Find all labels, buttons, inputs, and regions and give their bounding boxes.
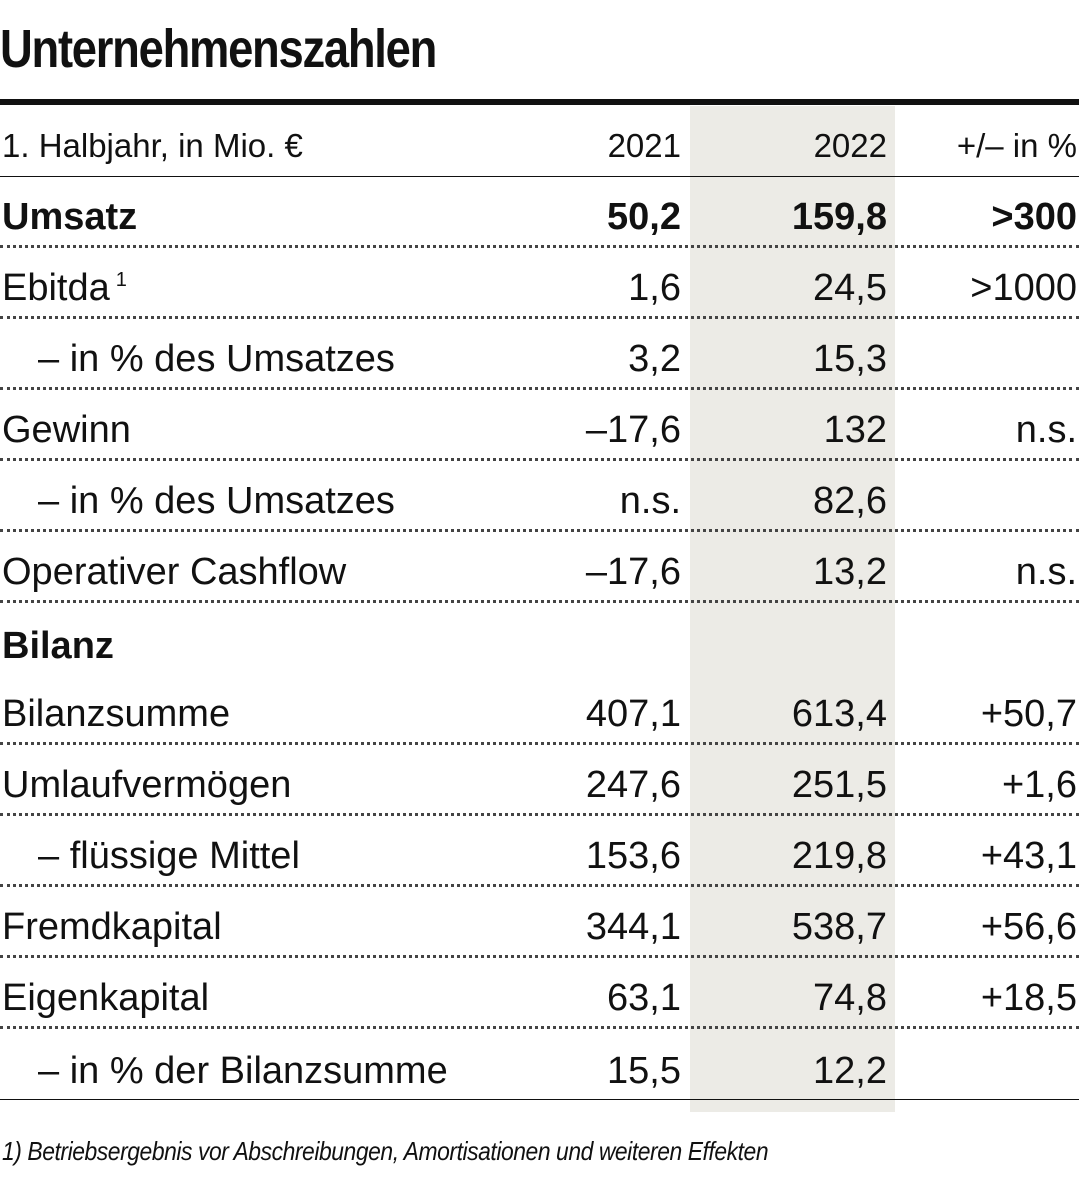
table-row: Umsatz 50,2 159,8 >300 bbox=[0, 177, 1079, 248]
header-label: 1. Halbjahr, in Mio. € bbox=[2, 127, 303, 164]
table-row: Bilanzsumme 407,1 613,4 +50,7 bbox=[0, 674, 1079, 745]
value-2021: 63,1 bbox=[607, 977, 681, 1019]
value-change: +56,6 bbox=[980, 906, 1077, 948]
value-2021: 1,6 bbox=[628, 267, 681, 309]
row-label: Bilanz bbox=[2, 625, 114, 667]
value-2022: 15,3 bbox=[813, 338, 887, 380]
value-2021: –17,6 bbox=[585, 551, 681, 593]
table-row: – in % der Bilanzsumme 15,5 12,2 bbox=[0, 1029, 1079, 1100]
value-2021: 15,5 bbox=[607, 1050, 681, 1092]
table-row: – flüssige Mittel 153,6 219,8 +43,1 bbox=[0, 816, 1079, 887]
value-change: +43,1 bbox=[980, 835, 1077, 877]
table-row: Umlaufvermögen 247,6 251,5 +1,6 bbox=[0, 745, 1079, 816]
table-row: Eigenkapital 63,1 74,8 +18,5 bbox=[0, 958, 1079, 1029]
value-2021: 153,6 bbox=[585, 835, 681, 877]
value-2022: 613,4 bbox=[791, 693, 887, 735]
value-change: +18,5 bbox=[980, 977, 1077, 1019]
footnote-marker: 1 bbox=[115, 269, 127, 292]
value-change: +50,7 bbox=[980, 693, 1077, 735]
row-label: Bilanzsumme bbox=[2, 693, 231, 735]
row-label: Umsatz bbox=[2, 196, 138, 238]
value-change: >300 bbox=[991, 196, 1077, 238]
value-2022: 74,8 bbox=[813, 977, 887, 1019]
value-2021: 344,1 bbox=[585, 906, 681, 948]
row-label: Fremdkapital bbox=[2, 906, 222, 948]
value-2021: 3,2 bbox=[628, 338, 681, 380]
value-change: n.s. bbox=[1015, 409, 1077, 451]
table-row: Ebitda 1 1,6 24,5 >1000 bbox=[0, 248, 1079, 319]
table-row: – in % des Umsatzes n.s. 82,6 bbox=[0, 461, 1079, 532]
row-label: – in % des Umsatzes bbox=[38, 338, 395, 380]
row-label: – in % der Bilanzsumme bbox=[38, 1050, 448, 1092]
table-header: 1. Halbjahr, in Mio. € 2021 2022 +/– in … bbox=[0, 106, 1079, 177]
value-2021: 247,6 bbox=[585, 764, 681, 806]
value-2022: 219,8 bbox=[791, 835, 887, 877]
value-2022: 24,5 bbox=[813, 267, 887, 309]
row-label: Eigenkapital bbox=[2, 977, 210, 1019]
footnote: 1) Betriebsergebnis vor Abschreibungen, … bbox=[2, 1136, 769, 1166]
section-row: Bilanz bbox=[0, 603, 1079, 674]
row-label: Operativer Cashflow bbox=[2, 551, 347, 593]
value-change: >1000 bbox=[970, 267, 1077, 309]
value-2021: n.s. bbox=[619, 480, 681, 522]
table-row: Operativer Cashflow –17,6 13,2 n.s. bbox=[0, 532, 1079, 603]
title-rule bbox=[0, 99, 1079, 105]
value-2021: 407,1 bbox=[585, 693, 681, 735]
value-change: n.s. bbox=[1015, 551, 1077, 593]
row-label: – flüssige Mittel bbox=[38, 835, 300, 877]
header-2021: 2021 bbox=[607, 127, 681, 164]
table-row: Fremdkapital 344,1 538,7 +56,6 bbox=[0, 887, 1079, 958]
row-label: Ebitda 1 bbox=[2, 267, 127, 309]
value-2022: 82,6 bbox=[813, 480, 887, 522]
value-2021: –17,6 bbox=[585, 409, 681, 451]
table-row: Gewinn –17,6 132 n.s. bbox=[0, 390, 1079, 461]
value-2022: 538,7 bbox=[791, 906, 887, 948]
page-title: Unternehmenszahlen bbox=[0, 19, 437, 79]
value-2022: 13,2 bbox=[813, 551, 887, 593]
value-2022: 159,8 bbox=[791, 196, 887, 238]
highlight-column-2022 bbox=[690, 106, 895, 1112]
value-2021: 50,2 bbox=[607, 196, 681, 238]
header-change: +/– in % bbox=[956, 127, 1077, 164]
value-2022: 132 bbox=[823, 409, 887, 451]
value-change: +1,6 bbox=[1001, 764, 1077, 806]
row-label: – in % des Umsatzes bbox=[38, 480, 395, 522]
row-label: Umlaufvermögen bbox=[2, 764, 292, 806]
value-2022: 251,5 bbox=[791, 764, 887, 806]
table-row: – in % des Umsatzes 3,2 15,3 bbox=[0, 319, 1079, 390]
row-label: Gewinn bbox=[2, 409, 131, 451]
header-2022: 2022 bbox=[813, 127, 887, 164]
value-2022: 12,2 bbox=[813, 1050, 887, 1092]
